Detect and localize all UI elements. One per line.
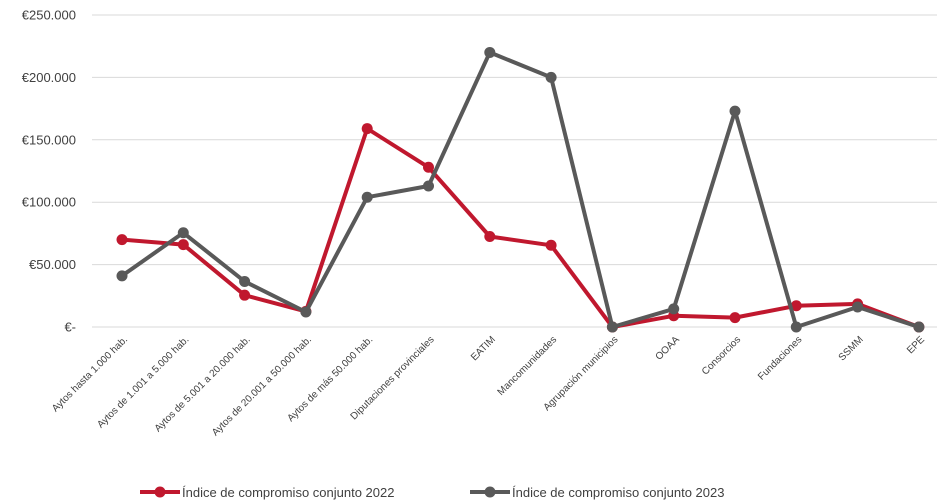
x-tick-label: EATIM [469, 334, 498, 363]
data-point [790, 321, 802, 333]
x-axis-ticks: Aytos hasta 1.000 hab.Aytos de 1.001 a 5… [50, 334, 927, 438]
legend-marker [484, 486, 496, 498]
data-point [361, 191, 373, 203]
data-point [361, 123, 373, 135]
legend-label: Índice de compromiso conjunto 2022 [182, 485, 394, 500]
data-point [668, 303, 680, 315]
y-tick-label: €- [64, 320, 76, 335]
data-point [484, 46, 496, 58]
x-tick-label: Mancomunidades [496, 334, 560, 398]
data-point [852, 301, 864, 313]
data-point [545, 239, 557, 251]
x-tick-label: Fundaciones [756, 334, 804, 382]
y-tick-label: €100.000 [22, 195, 76, 210]
x-tick-label: OOAA [654, 334, 682, 362]
data-point [423, 161, 434, 173]
legend-label: Índice de compromiso conjunto 2023 [512, 485, 724, 500]
data-point [239, 275, 251, 287]
x-tick-label: Aytos de 20.001 a 50.000 hab. [210, 334, 314, 438]
x-tick-label: SSMM [837, 334, 866, 363]
data-point [177, 239, 189, 251]
y-tick-label: €50.000 [29, 257, 76, 272]
legend-item: Índice de compromiso conjunto 2023 [470, 485, 724, 500]
data-point [484, 231, 496, 243]
y-tick-label: €250.000 [22, 8, 76, 23]
data-point [606, 321, 618, 333]
data-point [300, 306, 312, 318]
y-tick-label: €200.000 [22, 70, 76, 85]
legend-item: Índice de compromiso conjunto 2022 [140, 485, 394, 500]
data-point [239, 289, 251, 301]
data-point [729, 312, 741, 324]
series-line [120, 126, 921, 329]
data-point [116, 270, 128, 282]
series-line [120, 50, 921, 329]
data-point [177, 227, 189, 239]
series-1 [116, 123, 925, 333]
data-point [790, 300, 802, 312]
x-tick-label: Consorcios [700, 334, 743, 377]
data-point [545, 71, 557, 83]
y-tick-label: €150.000 [22, 132, 76, 147]
legend-marker [154, 486, 166, 498]
x-tick-label: EPE [905, 334, 927, 356]
data-point [913, 321, 925, 333]
y-axis-ticks: €- €50.000 €100.000 €150.000 €200.000 €250.00… [22, 8, 76, 335]
legend: Índice de compromiso conjunto 2022 Índice… [140, 485, 724, 500]
series-group [116, 46, 925, 333]
series-2 [116, 46, 925, 333]
data-point [729, 105, 741, 117]
data-point [116, 234, 128, 246]
data-point [423, 180, 434, 192]
